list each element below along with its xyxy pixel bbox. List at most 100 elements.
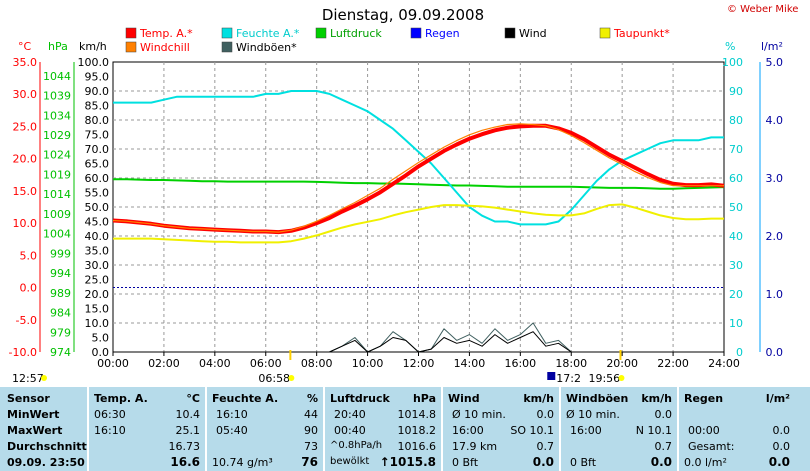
wind-tick-label: 70.0	[85, 143, 110, 156]
wind-tick-label: 35.0	[85, 245, 110, 258]
legend-label: Feuchte A.*	[236, 27, 300, 40]
y-axes: 35.030.025.020.015.010.05.00.0-5.0-10.01…	[9, 56, 783, 359]
humidity-min: 44	[304, 408, 318, 421]
rain-header: Regen	[684, 392, 724, 405]
temp-min-time: 06:30	[94, 408, 126, 421]
rain-unit: l/m²	[765, 392, 790, 405]
statistics-table: Sensor MinWert MaxWert Durchschnitt 09.0…	[0, 387, 810, 471]
temp-tick-label: 25.0	[13, 120, 38, 133]
temp-axis-title: °C	[18, 40, 32, 53]
wind-run: 17.9 km	[452, 440, 498, 453]
pressure-tick-label: 999	[50, 247, 71, 260]
legend-swatch	[125, 27, 137, 39]
humidity-header: Feuchte A.	[212, 392, 279, 405]
sun-markers: 12:57 06:58 17:2 19:56	[12, 350, 625, 385]
x-tick-label: 12:00	[403, 357, 435, 370]
humidity-tick-label: 10	[729, 317, 743, 330]
min-label: MinWert	[7, 408, 60, 421]
pressure-unit: hPa	[412, 392, 436, 405]
temp-tick-label: -10.0	[9, 346, 37, 359]
humidity-axis-title: %	[725, 40, 735, 53]
humidity-tick-label: 60	[729, 172, 743, 185]
legend-label: Luftdruck	[330, 27, 382, 40]
avg-label: Durchschnitt	[7, 440, 87, 453]
x-tick-label: 06:00	[250, 357, 282, 370]
humidity-tick-label: 70	[729, 143, 743, 156]
wind-tick-label: 10.0	[85, 317, 110, 330]
series	[112, 90, 725, 353]
x-tick-label: 22:00	[657, 357, 689, 370]
wind-tick-label: 30.0	[85, 259, 110, 272]
wind-tick-label: 45.0	[85, 216, 110, 229]
rain-max: 0.0	[772, 424, 791, 437]
pressure-forecast: bewölkt	[330, 456, 370, 467]
legend-swatch	[221, 27, 233, 39]
x-tick-label: 00:00	[97, 357, 129, 370]
rain-tick-label: 0.0	[766, 346, 784, 359]
wind-tick-label: 15.0	[85, 303, 110, 316]
humidity-max-time: 05:40	[216, 424, 248, 437]
temp-max: 25.1	[175, 424, 201, 437]
gusts-current: 0.0	[650, 455, 672, 469]
temp-tick-label: 15.0	[13, 185, 38, 198]
wind-avg: 0.7	[536, 440, 555, 453]
pressure-tick-label: 989	[50, 287, 71, 300]
legend-swatch	[410, 27, 422, 39]
legend-label: Wind	[519, 27, 547, 40]
legend: Temp. A.* Feuchte A.* Luftdruck Regen Wind Ta…	[125, 27, 670, 54]
temp-tick-label: -5.0	[16, 314, 37, 327]
rain-tick-label: 4.0	[766, 114, 784, 127]
rain-rate: 0.0 l/m²	[684, 456, 727, 469]
wind-tick-label: 65.0	[85, 158, 110, 171]
legend-label: Taupunkt*	[613, 27, 670, 40]
max-label: MaxWert	[7, 424, 63, 437]
temp-header: Temp. A.	[94, 392, 148, 405]
rain-tick-label: 5.0	[766, 56, 784, 69]
humidity-unit: %	[306, 392, 318, 405]
pressure-tick-label: 994	[50, 267, 71, 280]
temp-current: 16.6	[170, 455, 200, 469]
sun-icon	[288, 375, 295, 381]
series-line	[113, 331, 724, 353]
rain-current: 0.0	[768, 455, 790, 469]
humidity-tick-label: 90	[729, 85, 743, 98]
temp-tick-label: 0.0	[20, 282, 38, 295]
legend-label: Temp. A.*	[139, 27, 193, 40]
wind-tick-label: 90.0	[85, 85, 110, 98]
pressure-current: ↑1015.8	[379, 455, 436, 469]
pressure-tick-label: 1009	[43, 208, 71, 221]
gusts-bft: 0 Bft	[570, 456, 597, 469]
wind-tick-label: 75.0	[85, 129, 110, 142]
legend-swatch	[504, 27, 516, 39]
separator	[205, 387, 207, 471]
separator	[677, 387, 679, 471]
pressure-trend: ^0.8hPa/h	[330, 440, 383, 451]
wind-tick-label: 20.0	[85, 288, 110, 301]
rain-tick-label: 2.0	[766, 230, 784, 243]
series-line	[113, 203, 724, 244]
wind-tick-label: 80.0	[85, 114, 110, 127]
sensor-header: Sensor	[7, 392, 50, 405]
wind-current: 0.0	[532, 455, 554, 469]
wind-avg10: 0.0	[536, 408, 555, 421]
wind-axis-title: km/h	[79, 40, 107, 53]
copyright: © Weber Mike	[727, 4, 798, 15]
pressure-tick-label: 979	[50, 326, 71, 339]
humidity-tick-label: 50	[729, 201, 743, 214]
wind-bft: 0 Bft	[452, 456, 479, 469]
wind-tick-label: 25.0	[85, 274, 110, 287]
series-line	[113, 178, 725, 190]
humidity-current: 76	[301, 455, 318, 469]
rain-total-label: Gesamt:	[688, 440, 735, 453]
pressure-max: 1018.2	[397, 424, 437, 437]
wind-max-time: 16:00	[452, 424, 484, 437]
marker-left-time: 12:57	[12, 372, 44, 385]
current-label: 09.09. 23:50	[7, 456, 85, 469]
humidity-tick-label: 30	[729, 259, 743, 272]
x-tick-label: 10:00	[352, 357, 384, 370]
x-tick-label: 20:00	[606, 357, 638, 370]
pressure-axis-title: hPa	[48, 40, 68, 53]
temp-unit: °C	[186, 392, 200, 405]
wind-max: SO 10.1	[510, 424, 554, 437]
temp-max-time: 16:10	[94, 424, 126, 437]
